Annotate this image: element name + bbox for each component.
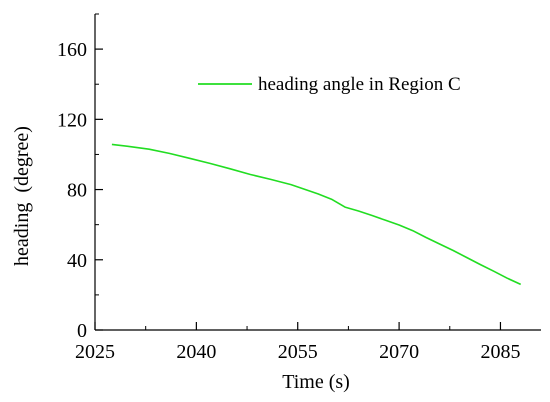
axes xyxy=(94,14,541,331)
x-tick-label: 2055 xyxy=(278,341,318,363)
x-tick-label: 2070 xyxy=(379,341,419,363)
x-tick-label: 2025 xyxy=(75,341,115,363)
y-tick-label: 0 xyxy=(77,320,87,342)
y-axis-label: heading (degree) xyxy=(11,126,33,266)
x-axis-label: Time (s) xyxy=(282,371,350,393)
axis-ticks: 2025 2040 2055 2070 2085 0 40 80 120 160 xyxy=(57,13,520,363)
series-layer xyxy=(111,143,522,286)
x-tick-label: 2085 xyxy=(480,341,520,363)
y-tick-label: 40 xyxy=(67,250,87,272)
y-tick-label: 160 xyxy=(57,39,87,61)
series-line xyxy=(111,143,522,286)
y-tick-label: 80 xyxy=(67,180,87,202)
legend: heading angle in Region C xyxy=(198,74,461,95)
legend-label: heading angle in Region C xyxy=(258,74,461,95)
x-tick-label: 2040 xyxy=(176,341,216,363)
y-tick-label: 120 xyxy=(57,109,87,131)
